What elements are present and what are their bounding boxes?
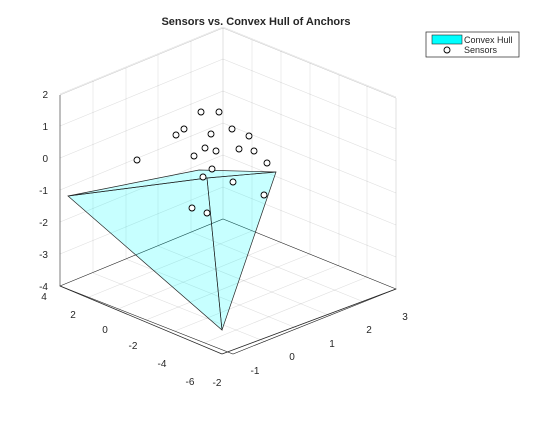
grid-z-right (222, 90, 397, 162)
sensor-point (260, 191, 268, 199)
grid-floor-y (125, 258, 300, 330)
grid-z-right (222, 186, 397, 258)
grid-floor-y (92, 272, 267, 343)
x-tick-label: 2 (366, 325, 372, 336)
sensor-point (207, 130, 215, 138)
legend-swatch-convex-hull (431, 34, 463, 45)
sensor-point (228, 125, 236, 133)
sensor-point (172, 131, 180, 139)
sensor-point (190, 152, 198, 160)
x-tick-label: 3 (402, 312, 408, 323)
legend-label-convex-hull: Convex Hull (464, 35, 513, 45)
sensor-point (245, 132, 253, 140)
convex-hull (67, 169, 277, 331)
z-tick-label: -1 (39, 186, 48, 197)
grid-floor-x (88, 230, 253, 298)
grid-floor-x (174, 264, 340, 332)
z-tick-labels: 2 1 0 -1 -2 -3 -4 (39, 90, 48, 293)
grid-floor-y (190, 231, 365, 303)
grid-z-left (59, 122, 224, 191)
top-right-edge (222, 27, 397, 99)
z-tick-label: 2 (42, 90, 48, 101)
sensor-point (203, 209, 211, 217)
x-tick-label: 1 (329, 339, 335, 350)
y-tick-label: -2 (129, 341, 138, 352)
z-tick-label: -3 (39, 250, 48, 261)
grid-z-right (222, 26, 397, 98)
z-tick-label: -4 (39, 282, 48, 293)
legend: Convex Hull Sensors (425, 31, 520, 58)
sensor-point (212, 147, 220, 155)
x-tick-label: -2 (213, 378, 222, 389)
grid-floor-x (145, 253, 311, 321)
axis-lines (59, 285, 397, 355)
grid-lines (59, 26, 397, 344)
sensor-point (199, 173, 207, 181)
y-axis-line (59, 285, 223, 355)
legend-marker-sensors (443, 46, 451, 54)
sensor-point (180, 125, 188, 133)
sensor-point (133, 156, 141, 164)
z-tick-label: 1 (42, 122, 48, 133)
x-tick-label: -1 (251, 366, 260, 377)
grid-z-right (222, 154, 397, 226)
sensor-point (235, 145, 243, 153)
sensor-point (197, 108, 205, 116)
z-tick-label: 0 (42, 154, 48, 165)
grid-z-left (59, 154, 224, 223)
sensor-point (188, 204, 196, 212)
hull-face (67, 169, 277, 197)
grid-z-right (222, 58, 397, 130)
sensor-markers (133, 108, 271, 217)
top-left-edge (59, 27, 224, 96)
sensor-point (208, 165, 216, 173)
y-tick-label: 4 (41, 292, 47, 303)
y-tick-labels: 4 2 0 -2 -4 -6 (41, 292, 195, 388)
grid-z-left (59, 26, 224, 95)
x-tick-labels: -2 -1 0 1 2 3 (213, 312, 409, 389)
sensor-point (250, 147, 258, 155)
x-tick-label: 0 (289, 352, 295, 363)
grid-floor-y (157, 245, 332, 317)
x-axis-line (221, 288, 397, 355)
sensor-point (229, 178, 237, 186)
y-tick-label: -4 (158, 359, 167, 370)
grid-floor-x (203, 276, 368, 344)
chart-title: Sensors vs. Convex Hull of Anchors (161, 16, 350, 28)
legend-label-sensors: Sensors (464, 45, 498, 55)
sensor-point (215, 108, 223, 116)
grid-z-left (59, 58, 224, 127)
y-tick-label: -6 (186, 377, 195, 388)
grid-floor-x (117, 241, 282, 310)
z-tick-label: -2 (39, 218, 48, 229)
grid-z-left (59, 186, 224, 255)
grid-z-left (59, 90, 224, 159)
y-tick-label: 2 (70, 310, 76, 321)
sensor-point (201, 144, 209, 152)
y-tick-label: 0 (102, 325, 108, 336)
grid-floor-x (59, 218, 224, 287)
sensor-point (263, 159, 271, 167)
